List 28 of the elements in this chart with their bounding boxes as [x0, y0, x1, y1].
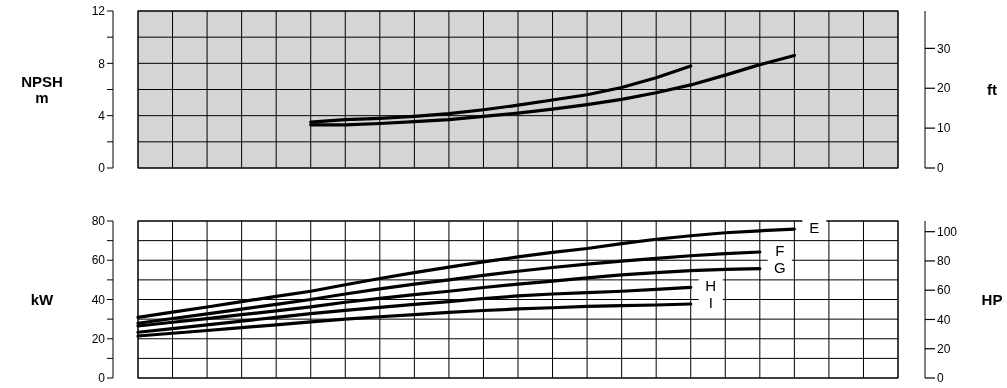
- y2-tick-label: 0: [937, 161, 944, 176]
- y-tick-label: 20: [91, 331, 106, 346]
- series-label: H: [705, 277, 717, 295]
- y-tick-label: 80: [91, 214, 106, 229]
- y2-tick-label: 30: [937, 41, 951, 56]
- y-tick-label: 60: [91, 253, 106, 268]
- series-label: I: [708, 294, 713, 312]
- series-label: G: [773, 258, 786, 276]
- y2-tick-label: 0: [937, 371, 944, 386]
- y2-axis-title: ft: [987, 80, 997, 98]
- y2-tick-label: 60: [937, 283, 951, 298]
- series-label: F: [775, 242, 785, 260]
- y2-tick-label: 80: [937, 254, 951, 269]
- y-tick-label: 12: [91, 4, 106, 19]
- y2-tick-label: 20: [937, 341, 951, 356]
- y-tick-label: 4: [98, 108, 106, 123]
- y-axis-title: kW: [30, 290, 55, 308]
- y-tick-label: 0: [98, 371, 106, 386]
- series-label: E: [809, 219, 820, 237]
- y2-tick-label: 20: [937, 81, 951, 96]
- y2-tick-label: 100: [937, 224, 958, 239]
- y2-tick-label: 40: [937, 312, 951, 327]
- y2-tick-label: 10: [937, 121, 951, 136]
- y2-axis-title: HP: [981, 290, 1003, 308]
- y-tick-label: 8: [98, 56, 106, 71]
- y-tick-label: 40: [91, 292, 106, 307]
- y-tick-label: 0: [98, 161, 106, 176]
- y-axis-title: NPSH m: [21, 72, 63, 106]
